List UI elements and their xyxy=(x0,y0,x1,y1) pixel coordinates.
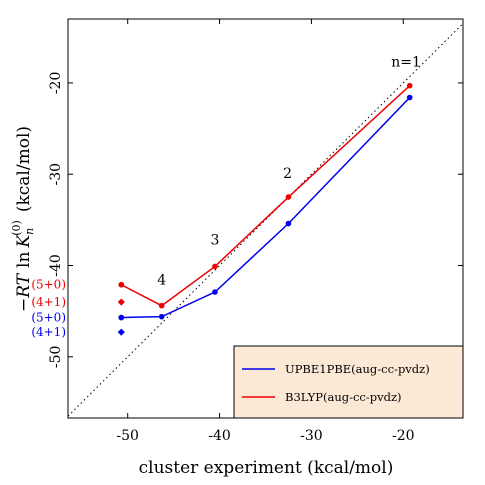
isomer-label-3: (4+1) xyxy=(31,325,66,339)
series-1-point-3 xyxy=(158,302,165,309)
plot-area xyxy=(68,23,463,417)
y-tick-label-0: -20 xyxy=(48,72,64,95)
isomer-marker-2 xyxy=(118,314,125,321)
y-label-minus: − xyxy=(14,298,34,312)
series-0-point-2 xyxy=(212,289,218,295)
annotation-2: 3 xyxy=(211,233,220,249)
x-axis-label: cluster experiment (kcal/mol) xyxy=(139,458,394,478)
series-1-point-0 xyxy=(406,82,413,89)
legend-label-b3lyp: B3LYP(aug-cc-pvdz) xyxy=(285,390,402,404)
y-label-superscript: (0) xyxy=(10,220,23,236)
isomer-marker-3 xyxy=(117,328,125,336)
y-label-rt: RT xyxy=(14,272,34,299)
y-label-subscript: n xyxy=(23,228,36,235)
legend-label-upbe: UPBE1PBE(aug-cc-pvdz) xyxy=(285,362,430,376)
x-tick-label-0: -50 xyxy=(116,428,139,444)
isomer-label-0: (5+0) xyxy=(31,278,66,292)
x-tick-label-1: -40 xyxy=(208,428,231,444)
isomer-marker-1 xyxy=(117,298,125,306)
series-1-point-2 xyxy=(212,263,218,270)
annotation-0: n=1 xyxy=(391,54,421,70)
legend-box xyxy=(233,345,464,419)
y-label-unit: (kcal/mol) xyxy=(14,126,34,212)
series-0-point-3 xyxy=(158,313,165,320)
x-tick-label-2: -30 xyxy=(300,428,323,444)
y-axis-label: −RT ln Kn(0) (kcal/mol) xyxy=(10,126,36,312)
y-tick-label-1: -30 xyxy=(48,163,64,186)
series-1-point-1 xyxy=(285,194,292,200)
isomer-label-2: (5+0) xyxy=(31,311,66,325)
y-label-k: K xyxy=(14,234,34,249)
annotation-1: 2 xyxy=(283,166,292,182)
series-0-point-0 xyxy=(406,94,413,101)
isomer-marker-0 xyxy=(118,281,125,288)
y-tick-label-2: -40 xyxy=(48,254,64,277)
y-tick-label-3: -50 xyxy=(48,346,64,369)
diagonal-reference-line xyxy=(68,23,463,417)
series-0-point-1 xyxy=(285,220,292,227)
y-label-ln: ln xyxy=(14,252,34,268)
x-tick-label-3: -20 xyxy=(392,428,415,444)
legend: UPBE1PBE(aug-cc-pvdz) B3LYP(aug-cc-pvdz) xyxy=(233,345,464,419)
annotation-3: 4 xyxy=(157,273,166,289)
isomer-label-1: (4+1) xyxy=(31,295,66,309)
